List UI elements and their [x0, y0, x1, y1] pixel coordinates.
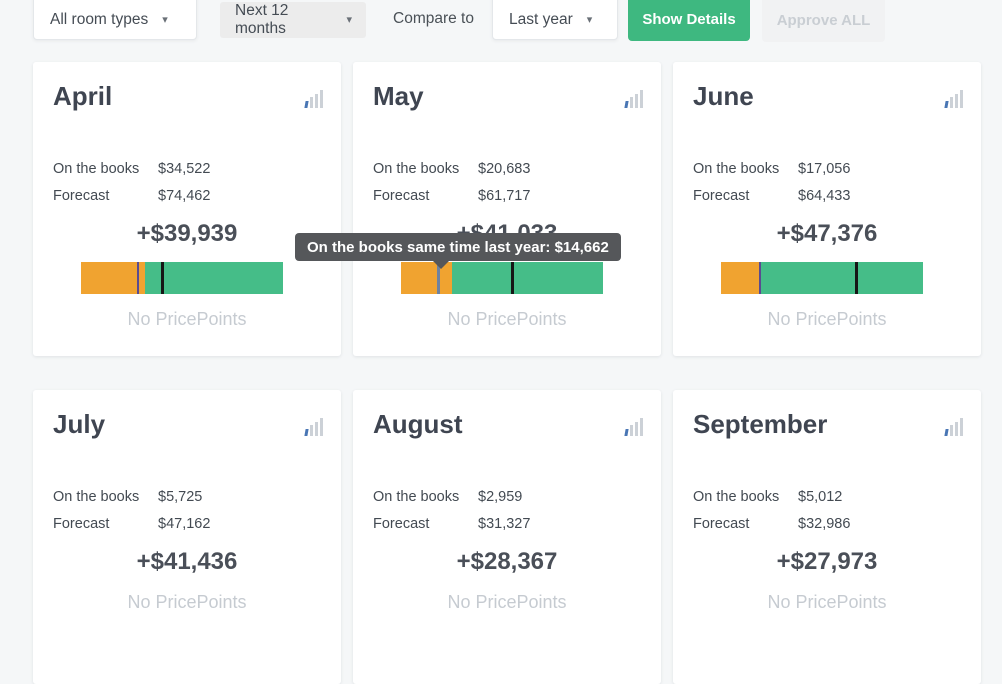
on-the-books-value: $2,959 — [478, 489, 523, 505]
forecast-row: Forecast $32,986 — [693, 511, 961, 538]
on-the-books-label: On the books — [53, 489, 140, 505]
no-pricepoints-label: No PricePoints — [447, 309, 567, 329]
on-the-books-value: $5,012 — [798, 489, 843, 505]
chevron-down-icon: ▾ — [162, 13, 168, 26]
on-the-books-label: On the books — [53, 161, 140, 177]
forecast-value: $74,462 — [158, 188, 211, 204]
forecast-value: $64,433 — [798, 188, 851, 204]
month-card-august[interactable]: August On the books $2,959 Forecast $31,… — [353, 390, 661, 684]
pickup-bar — [401, 262, 603, 294]
forecast-row: Forecast $64,433 — [693, 183, 961, 210]
uplift-value: +$41,436 — [136, 548, 238, 575]
forecast-label: Forecast — [53, 516, 110, 532]
no-pricepoints-label: No PricePoints — [767, 592, 887, 612]
bar-chart-icon[interactable] — [304, 90, 323, 108]
no-pricepoints-label: No PricePoints — [127, 592, 247, 612]
month-title: May — [373, 81, 424, 111]
on-the-books-value: $5,725 — [158, 489, 203, 505]
approve-all-button[interactable]: Approve ALL — [762, 0, 885, 42]
uplift-value: +$47,376 — [776, 220, 878, 247]
uplift-value: +$27,973 — [776, 548, 878, 575]
pickup-bar — [721, 262, 923, 294]
compare-to-label: Compare to — [393, 10, 474, 27]
uplift-value: +$39,939 — [136, 220, 238, 247]
on-the-books-tooltip: On the books same time last year: $14,66… — [295, 233, 621, 269]
bar-chart-icon[interactable] — [304, 418, 323, 436]
chevron-down-icon: ▾ — [346, 13, 352, 26]
uplift-value: +$28,367 — [456, 548, 558, 575]
on-the-books-value: $20,683 — [478, 161, 531, 177]
on-the-books-row: On the books $5,012 — [693, 484, 961, 511]
month-card-july[interactable]: July On the books $5,725 Forecast $47,16… — [33, 390, 341, 684]
filter-toolbar: All room types ▾ Next 12 months ▾ Compar… — [0, 0, 1002, 46]
month-cards-grid: April On the books $34,522 Forecast $74,… — [33, 62, 1002, 684]
forecast-row: Forecast $61,717 — [373, 183, 641, 210]
forecast-value: $31,327 — [478, 516, 531, 532]
forecast-value: $32,986 — [798, 516, 851, 532]
on-the-books-label: On the books — [373, 161, 460, 177]
month-card-may[interactable]: May On the books $20,683 Forecast $61,71… — [353, 62, 661, 356]
month-title: April — [53, 81, 113, 111]
forecast-value: $61,717 — [478, 188, 531, 204]
month-title: August — [373, 409, 463, 439]
forecast-label: Forecast — [373, 516, 430, 532]
month-title: July — [53, 409, 106, 439]
forecast-row: Forecast $31,327 — [373, 511, 641, 538]
forecast-label: Forecast — [693, 188, 750, 204]
period-select-label: Next 12 months — [235, 2, 289, 37]
period-select[interactable]: Next 12 months ▾ — [220, 2, 366, 38]
forecast-label: Forecast — [373, 188, 430, 204]
show-details-button[interactable]: Show Details — [628, 0, 750, 41]
pickup-bar — [81, 262, 283, 294]
bar-chart-icon[interactable] — [944, 90, 963, 108]
forecast-label: Forecast — [693, 516, 750, 532]
on-the-books-label: On the books — [373, 489, 460, 505]
bar-chart-icon[interactable] — [944, 418, 963, 436]
month-card-september[interactable]: September On the books $5,012 Forecast $… — [673, 390, 981, 684]
on-the-books-row: On the books $34,522 — [53, 156, 321, 183]
no-pricepoints-label: No PricePoints — [767, 309, 887, 329]
on-the-books-label: On the books — [693, 161, 780, 177]
month-card-june[interactable]: June On the books $17,056 Forecast $64,4… — [673, 62, 981, 356]
on-the-books-row: On the books $5,725 — [53, 484, 321, 511]
chevron-down-icon: ▾ — [586, 13, 593, 26]
forecast-value: $47,162 — [158, 516, 211, 532]
on-the-books-value: $34,522 — [158, 161, 211, 177]
month-title: June — [693, 81, 754, 111]
forecast-row: Forecast $47,162 — [53, 511, 321, 538]
compare-period-select-label: Last year — [509, 11, 573, 28]
tooltip-text: On the books same time last year: $14,66… — [307, 238, 609, 256]
room-type-select-label: All room types — [50, 11, 149, 28]
no-pricepoints-label: No PricePoints — [447, 592, 567, 612]
on-the-books-row: On the books $17,056 — [693, 156, 961, 183]
no-pricepoints-label: No PricePoints — [127, 309, 247, 329]
on-the-books-value: $17,056 — [798, 161, 851, 177]
bar-chart-icon[interactable] — [624, 90, 643, 108]
on-the-books-label: On the books — [693, 489, 780, 505]
on-the-books-row: On the books $2,959 — [373, 484, 641, 511]
bar-chart-icon[interactable] — [624, 418, 643, 436]
month-title: September — [693, 409, 828, 439]
room-type-select[interactable]: All room types ▾ — [33, 0, 197, 40]
on-the-books-row: On the books $20,683 — [373, 156, 641, 183]
forecast-row: Forecast $74,462 — [53, 183, 321, 210]
month-card-april[interactable]: April On the books $34,522 Forecast $74,… — [33, 62, 341, 356]
forecast-label: Forecast — [53, 188, 110, 204]
compare-period-select[interactable]: Last year ▾ — [492, 0, 618, 40]
